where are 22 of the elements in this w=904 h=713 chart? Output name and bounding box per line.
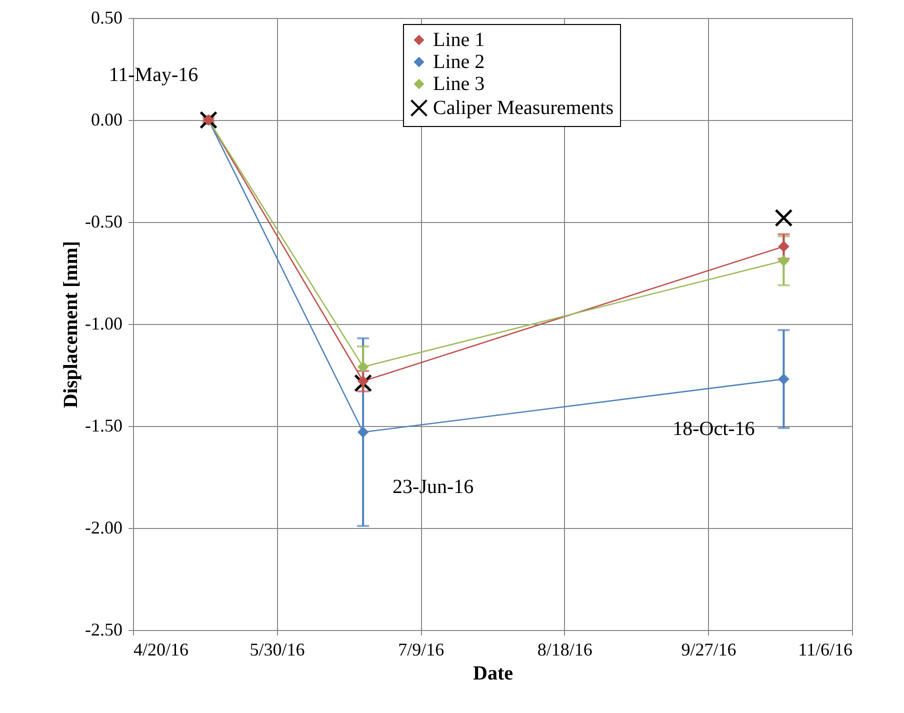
legend-label: Line 3	[433, 73, 485, 95]
legend-label: Line 1	[433, 29, 485, 51]
y-tick-label: -1.50	[85, 416, 122, 436]
annotation: 18-Oct-16	[672, 418, 755, 440]
y-tick-label: 0.00	[91, 110, 122, 130]
y-tick-label: -2.00	[85, 518, 122, 538]
y-axis-title: Displacement [mm]	[60, 240, 82, 408]
y-tick-label: -1.00	[85, 314, 122, 334]
x-axis-title: Date	[473, 662, 514, 684]
y-tick-label: -0.50	[85, 212, 122, 232]
annotation: 11-May-16	[108, 64, 198, 86]
x-tick-label: 8/18/16	[537, 640, 592, 660]
x-tick-label: 4/20/16	[134, 640, 189, 660]
annotation: 23-Jun-16	[392, 476, 474, 498]
legend-label: Line 2	[433, 51, 485, 73]
y-tick-label: 0.50	[91, 8, 122, 28]
y-tick-label: -2.50	[85, 620, 122, 640]
x-tick-label: 7/9/16	[398, 640, 444, 660]
x-tick-label: 11/6/16	[798, 640, 852, 660]
x-tick-label: 5/30/16	[250, 640, 305, 660]
legend-label: Caliper Measurements	[433, 97, 614, 119]
x-tick-label: 9/27/16	[681, 640, 736, 660]
